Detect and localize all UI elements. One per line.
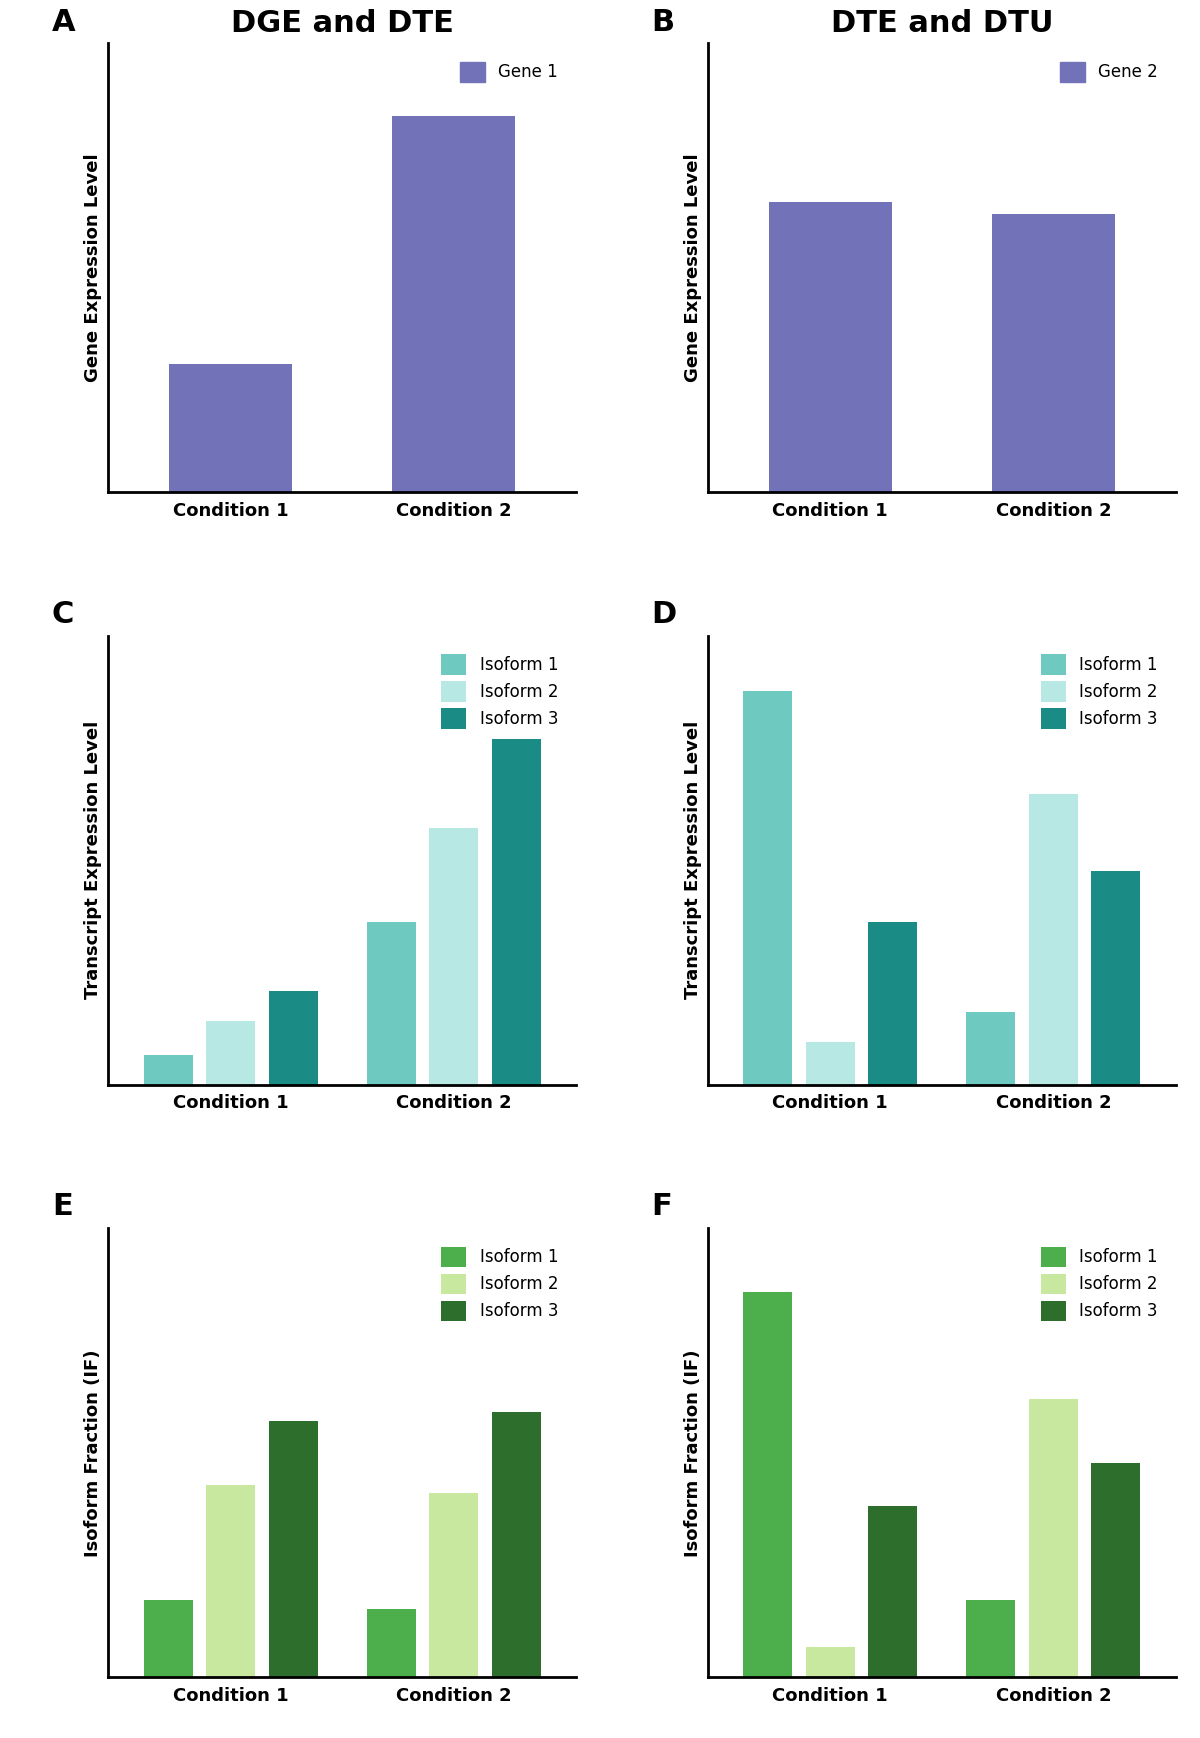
Bar [144,1601,193,1677]
Bar [868,923,917,1085]
Bar [769,202,892,492]
Bar [269,1420,318,1677]
Bar [169,363,292,492]
Y-axis label: Transcript Expression Level: Transcript Expression Level [684,721,702,999]
Bar [492,692,541,1085]
Bar [492,1413,541,1677]
Legend: Isoform 1, Isoform 2, Isoform 3: Isoform 1, Isoform 2, Isoform 3 [1031,645,1168,739]
Bar [144,1055,193,1085]
Bar [206,1484,256,1677]
Text: C: C [52,600,74,629]
Bar [430,829,479,1085]
Legend: Gene 2: Gene 2 [1050,52,1168,92]
Title: DTE and DTU: DTE and DTU [830,9,1054,38]
Bar [743,1293,792,1677]
Bar [868,1507,917,1677]
Bar [367,1609,416,1677]
Y-axis label: Gene Expression Level: Gene Expression Level [684,153,702,382]
Bar [367,923,416,1085]
Bar [392,116,515,492]
Bar [966,1012,1015,1085]
Bar [805,1043,854,1085]
Text: D: D [652,600,677,629]
Y-axis label: Gene Expression Level: Gene Expression Level [84,153,102,382]
Bar [1028,794,1078,1085]
Title: DGE and DTE: DGE and DTE [230,9,454,38]
Bar [992,214,1115,492]
Bar [966,1601,1015,1677]
Legend: Gene 1: Gene 1 [450,52,568,92]
Bar [206,1020,256,1085]
Legend: Isoform 1, Isoform 2, Isoform 3: Isoform 1, Isoform 2, Isoform 3 [1031,1237,1168,1331]
Legend: Isoform 1, Isoform 2, Isoform 3: Isoform 1, Isoform 2, Isoform 3 [431,1237,568,1331]
Text: A: A [52,7,76,36]
Text: F: F [652,1192,672,1222]
Y-axis label: Transcript Expression Level: Transcript Expression Level [84,721,102,999]
Bar [1028,1399,1078,1677]
Legend: Isoform 1, Isoform 2, Isoform 3: Isoform 1, Isoform 2, Isoform 3 [431,645,568,739]
Bar [743,692,792,1085]
Y-axis label: Isoform Fraction (IF): Isoform Fraction (IF) [84,1349,102,1557]
Y-axis label: Isoform Fraction (IF): Isoform Fraction (IF) [684,1349,702,1557]
Bar [1091,1463,1140,1677]
Bar [1091,871,1140,1085]
Text: E: E [52,1192,72,1222]
Bar [805,1648,854,1677]
Text: B: B [652,7,674,36]
Bar [430,1493,479,1677]
Bar [269,991,318,1085]
